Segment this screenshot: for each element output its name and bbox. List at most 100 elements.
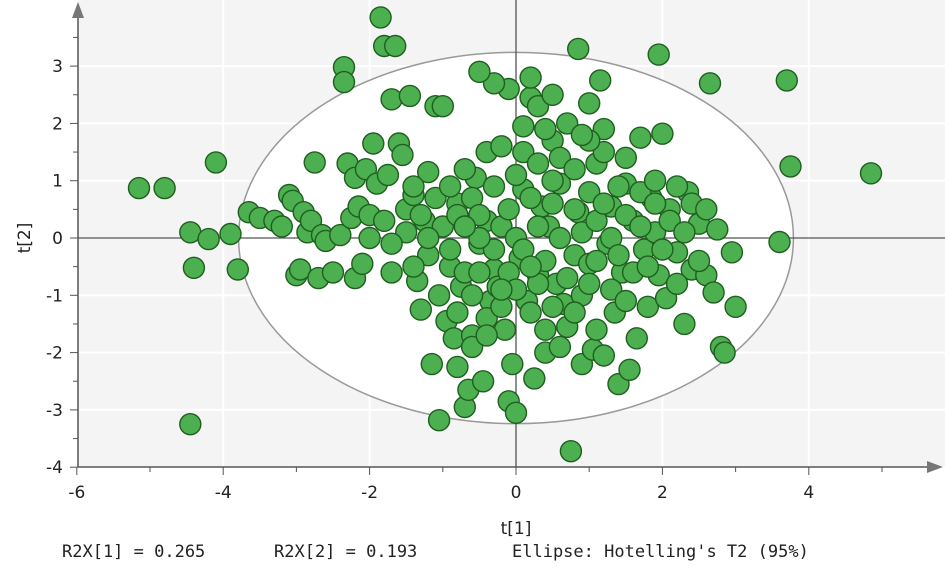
data-point xyxy=(417,226,440,250)
data-point xyxy=(512,140,535,164)
data-point xyxy=(698,72,722,95)
data-point xyxy=(427,409,451,432)
data-point xyxy=(585,249,608,273)
data-point xyxy=(219,222,242,246)
data-point xyxy=(541,192,564,215)
data-point xyxy=(526,215,550,238)
data-point xyxy=(453,157,476,181)
y-axis-arrow xyxy=(72,2,84,18)
y-tick-label: 2 xyxy=(52,114,63,134)
data-point xyxy=(471,370,495,393)
data-point xyxy=(548,335,572,359)
x-tick-label: -2 xyxy=(361,483,378,503)
data-point xyxy=(625,327,648,350)
data-point xyxy=(618,358,641,381)
data-point xyxy=(563,198,586,221)
data-point xyxy=(636,295,659,318)
data-point xyxy=(197,227,220,251)
data-point xyxy=(512,115,535,138)
data-point xyxy=(127,176,151,200)
data-point xyxy=(417,160,440,184)
data-point xyxy=(402,175,425,198)
data-point xyxy=(673,221,696,244)
r2x-1-text: R2X[1] = 0.265 xyxy=(62,542,206,562)
data-point xyxy=(702,281,725,304)
data-point xyxy=(446,355,469,379)
data-point xyxy=(504,401,528,424)
data-point xyxy=(179,413,202,436)
data-point xyxy=(607,243,630,267)
data-point xyxy=(519,186,542,210)
data-point xyxy=(706,218,729,241)
data-point xyxy=(490,135,513,158)
data-point xyxy=(288,258,312,281)
data-point xyxy=(153,176,176,200)
data-point xyxy=(636,255,659,278)
data-point xyxy=(497,198,520,221)
data-point xyxy=(563,157,586,181)
data-point xyxy=(523,367,546,390)
data-points xyxy=(127,6,883,463)
data-point xyxy=(768,230,791,254)
data-point xyxy=(384,34,407,58)
data-point xyxy=(504,163,528,187)
data-point xyxy=(534,318,557,341)
data-point xyxy=(460,335,484,359)
data-point xyxy=(578,272,601,295)
data-point xyxy=(373,209,396,233)
data-point xyxy=(541,295,564,318)
data-point xyxy=(380,232,403,255)
data-point xyxy=(501,352,524,376)
data-point xyxy=(475,324,498,347)
data-point xyxy=(665,175,689,198)
data-point xyxy=(358,226,381,250)
x-tick-label: 0 xyxy=(511,483,522,503)
data-point xyxy=(460,284,484,307)
y-tick-label: -2 xyxy=(46,344,63,364)
data-point xyxy=(563,301,586,324)
data-point xyxy=(548,226,572,250)
data-point xyxy=(482,72,506,95)
data-point xyxy=(468,226,491,250)
data-point xyxy=(468,60,491,84)
data-point xyxy=(567,37,590,61)
data-point xyxy=(482,175,506,198)
data-point xyxy=(402,255,425,278)
data-point xyxy=(775,69,798,92)
data-point xyxy=(556,266,579,290)
data-point xyxy=(351,252,374,275)
data-point xyxy=(431,94,454,118)
data-point xyxy=(446,301,469,324)
data-point xyxy=(204,151,228,174)
data-point xyxy=(369,6,392,29)
data-point xyxy=(592,140,615,164)
y-tick-label: 3 xyxy=(52,57,63,77)
data-point xyxy=(859,162,883,185)
data-point xyxy=(427,284,451,307)
y-tick-label: -4 xyxy=(46,458,63,478)
data-point xyxy=(362,132,385,155)
data-point xyxy=(570,221,594,244)
data-point xyxy=(541,83,564,107)
x-tick-label: 4 xyxy=(803,483,814,503)
data-point xyxy=(321,261,345,284)
y-tick-label: -3 xyxy=(46,401,63,421)
data-point xyxy=(559,440,583,463)
data-point xyxy=(380,261,403,284)
data-point xyxy=(647,43,670,66)
data-point xyxy=(687,249,711,273)
x-tick-label: -6 xyxy=(68,483,85,503)
data-point xyxy=(482,238,506,261)
x-axis-label: t[1] xyxy=(501,519,532,539)
data-point xyxy=(665,272,689,295)
data-point xyxy=(519,255,542,278)
data-point xyxy=(226,258,250,281)
data-point xyxy=(380,88,403,111)
data-point xyxy=(643,169,667,192)
y-axis-label: t[2] xyxy=(15,223,35,254)
data-point xyxy=(585,318,608,341)
data-point xyxy=(720,241,744,264)
data-point xyxy=(629,126,652,149)
